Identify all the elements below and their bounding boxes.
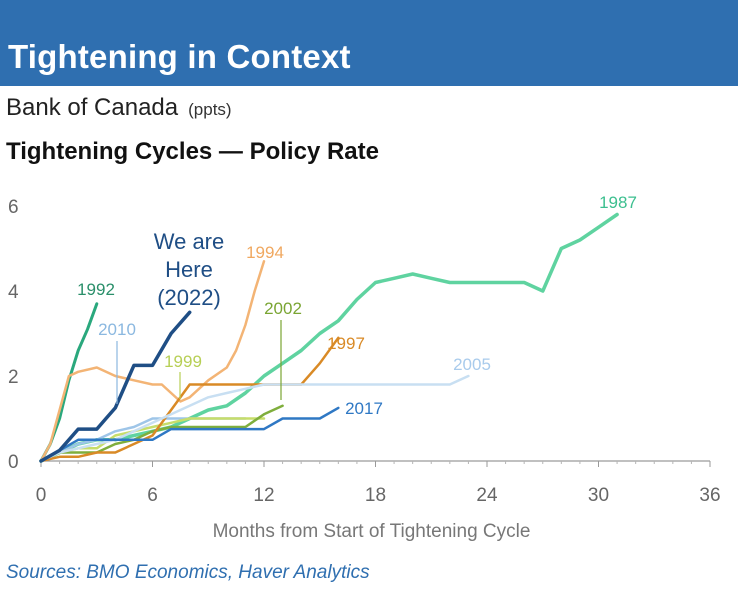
series-label-1997: 1997 <box>327 334 365 353</box>
series-line-2022 <box>39 310 192 463</box>
series-line-1994 <box>39 260 266 463</box>
x-tick-label: 6 <box>147 485 158 506</box>
chart-title: Tightening Cycles — Policy Rate <box>6 138 379 165</box>
series-line-1987 <box>39 212 619 463</box>
x-tick-label: 18 <box>365 485 386 506</box>
y-tick-label: 2 <box>8 367 19 388</box>
series-label-1992: 1992 <box>77 280 115 299</box>
series-label-1987: 1987 <box>599 193 637 212</box>
x-tick-label: 36 <box>699 485 720 506</box>
subtitle-text: Bank of Canada <box>6 94 179 121</box>
annotation-line-1: Here <box>165 257 213 282</box>
annotation-line-2: (2022) <box>157 285 221 310</box>
annotation-layer: We are Here (2022) <box>154 229 225 310</box>
series-label-2005: 2005 <box>453 355 491 374</box>
y-tick-label: 4 <box>8 282 19 303</box>
x-tick-label: 12 <box>253 485 274 506</box>
subtitle: Bank of Canada (ppts) <box>6 94 232 122</box>
annotation-line-0: We are <box>154 229 225 254</box>
y-tick-label: 6 <box>8 197 19 218</box>
title-banner: Tightening in Context <box>0 0 738 86</box>
x-tick-label: 0 <box>36 485 47 506</box>
units-label: (ppts) <box>188 100 232 119</box>
series-label-2017: 2017 <box>345 399 383 418</box>
series-line-2017 <box>39 406 340 463</box>
series-label-1999: 1999 <box>164 352 202 371</box>
y-tick-label: 0 <box>8 452 19 473</box>
series-line-2002 <box>39 404 284 463</box>
series-layer <box>39 212 619 463</box>
x-tick-label: 30 <box>588 485 609 506</box>
x-tick-label: 24 <box>476 485 498 506</box>
series-labels: 1987 1992 1994 2010 1999 2002 1997 2005 2017 <box>77 193 637 418</box>
series-label-2002: 2002 <box>264 299 302 318</box>
series-label-1994: 1994 <box>246 243 284 262</box>
x-axis-label: Months from Start of Tightening Cycle <box>213 521 531 542</box>
page-title: Tightening in Context <box>8 38 351 75</box>
series-label-2010: 2010 <box>98 320 136 339</box>
source-note: Sources: BMO Economics, Haver Analytics <box>6 562 370 583</box>
